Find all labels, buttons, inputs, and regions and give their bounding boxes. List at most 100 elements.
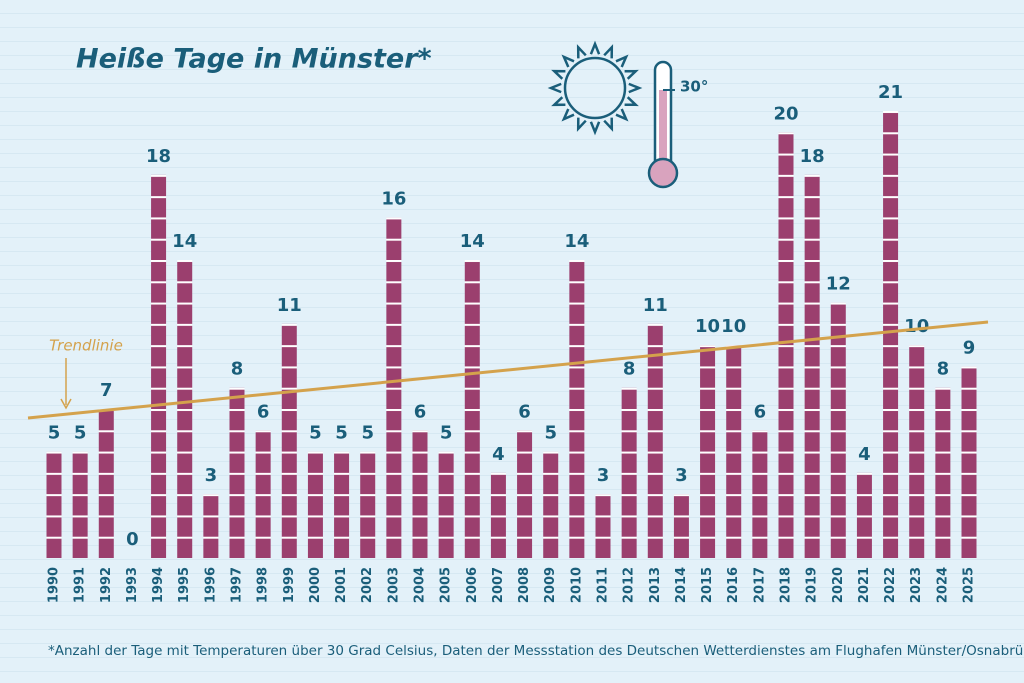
bar	[438, 451, 454, 558]
value-label: 9	[963, 337, 976, 358]
bar	[464, 260, 480, 558]
bar	[412, 430, 428, 558]
value-label: 6	[257, 401, 270, 422]
sun-ray	[561, 108, 575, 122]
x-tick-label: 2007	[491, 567, 506, 603]
sun-ray	[603, 44, 614, 59]
x-tick-label: 2017	[752, 567, 767, 603]
value-label: 10	[695, 316, 720, 337]
bar	[360, 451, 376, 558]
sun-ray	[547, 82, 562, 94]
value-label: 20	[773, 103, 798, 124]
bar	[830, 302, 846, 558]
chart-title: Heiße Tage in Münster*	[76, 44, 432, 75]
x-tick-label: 1998	[256, 567, 271, 603]
trendline-arrowhead	[60, 398, 72, 410]
bar	[804, 174, 820, 558]
x-tick-label: 2013	[648, 567, 663, 603]
x-tick-label: 1996	[203, 567, 218, 603]
thermometer-icon	[647, 60, 679, 189]
value-label: 0	[126, 529, 139, 550]
sun-ray	[628, 82, 643, 94]
x-tick-label: 2014	[674, 567, 689, 603]
value-label: 4	[858, 444, 871, 465]
value-label: 14	[172, 231, 197, 252]
x-tick-label: 2006	[465, 567, 480, 603]
bar	[98, 409, 114, 558]
value-label: 3	[205, 465, 218, 486]
x-tick-label: 1994	[151, 567, 166, 603]
bar	[517, 430, 533, 558]
x-tick-label: 2012	[622, 567, 637, 603]
sun-ray	[615, 108, 629, 122]
x-tick-label: 2023	[909, 567, 924, 603]
x-tick-label: 1995	[177, 567, 192, 603]
bar	[883, 111, 899, 558]
sun-ray	[624, 69, 639, 80]
bar	[778, 132, 794, 559]
value-label: 11	[277, 295, 302, 316]
footnote: *Anzahl der Tage mit Temperaturen über 3…	[48, 643, 1024, 659]
x-tick-label: 2001	[334, 567, 349, 603]
value-label: 6	[754, 401, 767, 422]
value-label: 6	[518, 401, 531, 422]
x-tick-label: 2021	[857, 567, 872, 603]
x-tick-label: 2005	[439, 567, 454, 603]
bar	[543, 451, 559, 558]
bar	[621, 387, 637, 558]
value-label: 12	[826, 274, 851, 295]
x-tick-label: 1990	[47, 567, 62, 603]
sun-ray	[589, 40, 601, 55]
value-label: 5	[544, 423, 557, 444]
bar	[151, 174, 167, 558]
value-label: 10	[721, 316, 746, 337]
value-label: 7	[100, 380, 113, 401]
x-tick-label: 2025	[962, 567, 977, 603]
icon-label: 30°	[680, 78, 708, 96]
sun-ray	[589, 121, 601, 136]
x-tick-label: 1991	[73, 567, 88, 603]
x-tick-label: 2020	[831, 567, 846, 603]
bar	[334, 451, 350, 558]
value-label: 10	[904, 316, 929, 337]
x-tick-label: 2011	[596, 567, 611, 603]
x-tick-label: 2002	[360, 567, 375, 603]
bar	[569, 260, 585, 558]
sun-icon	[547, 40, 643, 136]
value-label: 5	[335, 423, 348, 444]
sun-ray	[603, 117, 614, 132]
x-tick-label: 2009	[543, 567, 558, 603]
x-tick-label: 2019	[805, 567, 820, 603]
sun-ray	[624, 96, 639, 107]
bar	[752, 430, 768, 558]
value-label: 16	[381, 188, 406, 209]
trendline	[27, 320, 989, 420]
sun-ray	[551, 96, 566, 107]
x-tick-label: 2008	[517, 567, 532, 603]
value-label: 8	[937, 359, 950, 380]
value-label: 14	[564, 231, 589, 252]
x-tick-label: 2015	[700, 567, 715, 603]
bar	[647, 323, 663, 558]
x-tick-label: 2004	[413, 567, 428, 603]
bar	[909, 345, 925, 558]
value-label: 6	[414, 401, 427, 422]
bar	[177, 260, 193, 558]
x-tick-label: 1999	[282, 567, 297, 603]
trendline-label: Trendlinie	[49, 337, 123, 355]
value-label: 5	[74, 423, 87, 444]
x-tick-label: 1993	[125, 567, 140, 603]
value-label: 14	[460, 231, 485, 252]
x-tick-label: 2016	[726, 567, 741, 603]
bar	[726, 345, 742, 558]
bar	[490, 472, 506, 558]
x-tick-label: 2022	[883, 567, 898, 603]
bar	[281, 323, 297, 558]
x-tick-label: 2010	[569, 567, 584, 603]
bar	[700, 345, 716, 558]
value-label: 5	[440, 423, 453, 444]
value-label: 4	[492, 444, 505, 465]
value-label: 5	[361, 423, 374, 444]
